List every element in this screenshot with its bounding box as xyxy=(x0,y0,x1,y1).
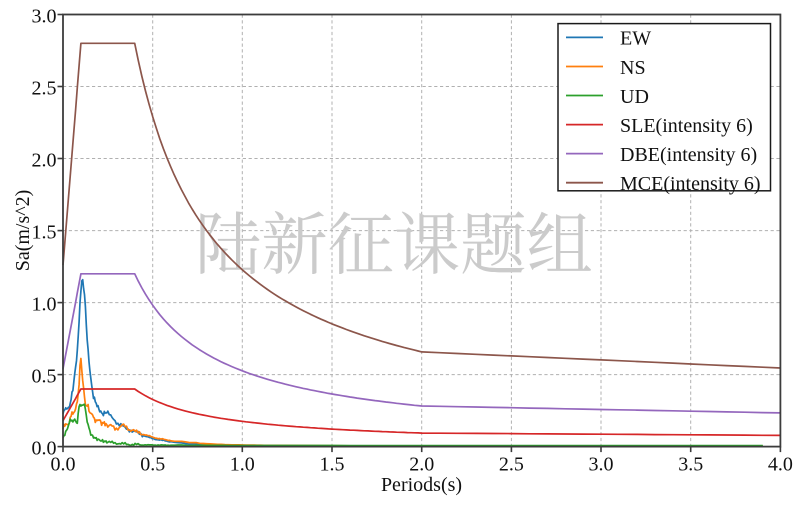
svg-text:UD: UD xyxy=(620,86,649,108)
svg-text:0.0: 0.0 xyxy=(32,438,57,460)
svg-text:3.0: 3.0 xyxy=(589,454,614,476)
svg-text:DBE(intensity 6): DBE(intensity 6) xyxy=(620,144,757,166)
svg-text:3.5: 3.5 xyxy=(678,454,703,476)
svg-text:2.0: 2.0 xyxy=(32,149,57,171)
svg-text:SLE(intensity 6): SLE(intensity 6) xyxy=(620,115,753,137)
svg-text:1.5: 1.5 xyxy=(32,222,57,244)
svg-text:4.0: 4.0 xyxy=(768,454,793,476)
svg-text:MCE(intensity 6): MCE(intensity 6) xyxy=(620,173,761,195)
svg-text:2.0: 2.0 xyxy=(409,454,434,476)
svg-text:2.5: 2.5 xyxy=(32,77,57,99)
svg-text:Sa(m/s^2): Sa(m/s^2) xyxy=(12,190,34,272)
svg-text:1.0: 1.0 xyxy=(32,294,57,316)
svg-text:0.0: 0.0 xyxy=(51,454,76,476)
svg-text:3.0: 3.0 xyxy=(32,5,57,27)
svg-text:Periods(s): Periods(s) xyxy=(381,474,462,496)
svg-text:2.5: 2.5 xyxy=(499,454,524,476)
svg-text:1.0: 1.0 xyxy=(230,454,255,476)
svg-text:1.5: 1.5 xyxy=(320,454,345,476)
svg-text:0.5: 0.5 xyxy=(140,454,165,476)
svg-text:EW: EW xyxy=(620,28,651,50)
svg-text:NS: NS xyxy=(620,57,646,79)
svg-text:0.5: 0.5 xyxy=(32,366,57,388)
